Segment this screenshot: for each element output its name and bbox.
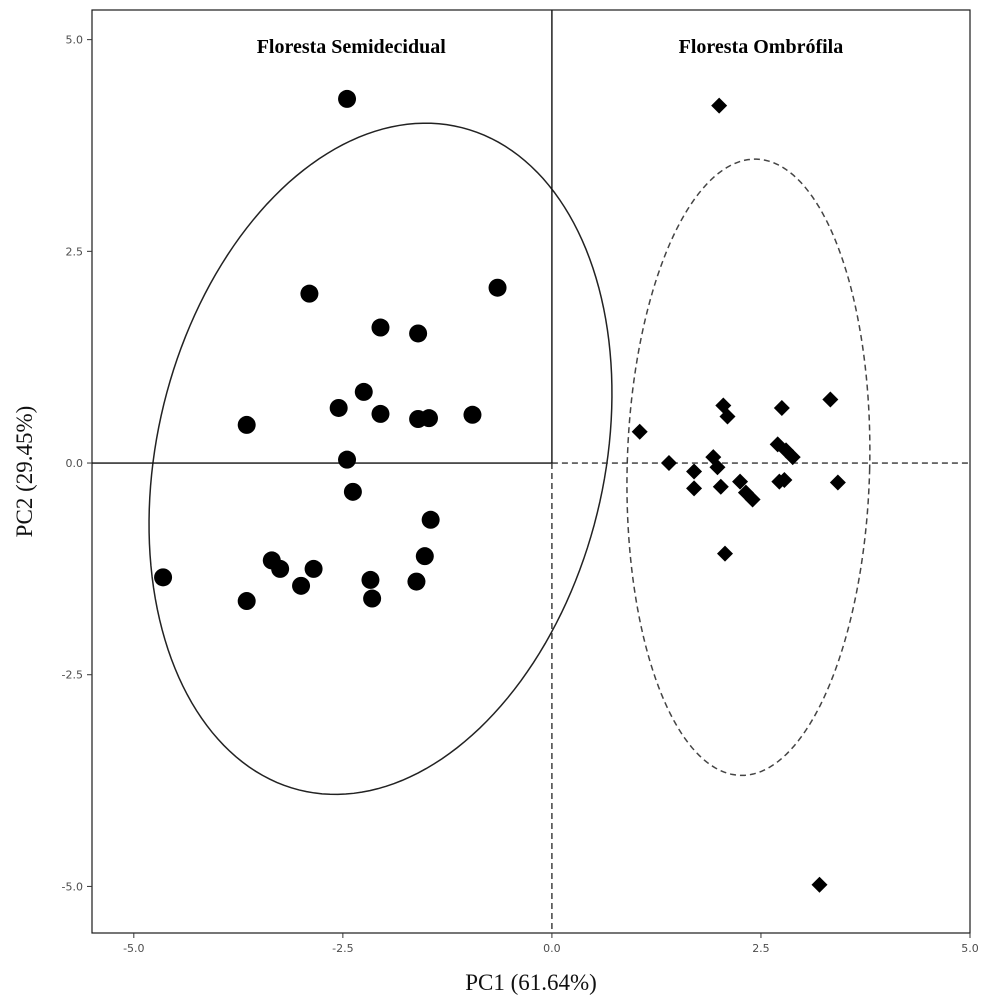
point-semidecidual-7 (329, 398, 348, 417)
point-ombrofila-17 (829, 474, 846, 491)
confidence-ellipses (148, 122, 871, 796)
point-ombrofila-4 (773, 399, 790, 416)
point-ombrofila-14 (732, 473, 749, 490)
point-semidecidual-3 (488, 278, 507, 297)
x-tick-label: 5.0 (961, 942, 979, 955)
point-ombrofila-5 (719, 408, 736, 425)
point-semidecidual-4 (371, 318, 390, 337)
point-ombrofila-18 (686, 480, 703, 497)
x-axis-title: PC1 (61.64%) (465, 970, 597, 995)
point-ombrofila-2 (822, 391, 839, 408)
point-semidecidual-10 (419, 409, 438, 428)
point-ombrofila-9 (784, 449, 801, 466)
point-semidecidual-5 (409, 324, 428, 343)
point-semidecidual-16 (415, 547, 434, 566)
y-axis-title: PC2 (29.45%) (12, 406, 37, 538)
point-semidecidual-22 (361, 570, 380, 589)
point-semidecidual-23 (407, 572, 426, 591)
point-semidecidual-24 (363, 589, 382, 608)
point-ombrofila-13 (686, 463, 703, 480)
point-ombrofila-12 (709, 459, 726, 476)
point-ombrofila-11 (660, 455, 677, 472)
y-tick-label: 2.5 (66, 245, 84, 258)
point-ombrofila-6 (631, 423, 648, 440)
reference-lines (92, 10, 970, 933)
point-semidecidual-25 (237, 592, 256, 611)
data-points (154, 89, 846, 893)
plot-panel-border (91, 9, 971, 934)
point-semidecidual-1 (338, 89, 357, 108)
point-ombrofila-1 (711, 97, 728, 114)
point-semidecidual-6 (354, 382, 373, 401)
y-tick-label: 0.0 (66, 457, 84, 470)
x-tick-label: -2.5 (332, 942, 353, 955)
point-ombrofila-19 (712, 478, 729, 495)
point-semidecidual-15 (421, 510, 440, 529)
y-tick-label: 5.0 (66, 34, 84, 47)
point-semidecidual-11 (463, 405, 482, 424)
ellipse-series-1 (148, 122, 613, 796)
point-semidecidual-14 (343, 482, 362, 501)
axis-ticks (87, 39, 971, 938)
y-tick-label: -5.0 (62, 880, 83, 893)
point-semidecidual-2 (300, 284, 319, 303)
point-ombrofila-23 (811, 876, 828, 893)
point-ombrofila-22 (716, 545, 733, 562)
group-label-ombrofila: Floresta Ombrófila (679, 36, 844, 58)
point-semidecidual-20 (154, 568, 173, 587)
point-ombrofila-16 (776, 471, 793, 488)
point-semidecidual-13 (338, 450, 357, 469)
axis-tick-labels: -5.0 -2.5 0.0 2.5 5.0 -5.0 -2.5 0.0 2.5 5.0 (62, 34, 979, 955)
point-semidecidual-8 (371, 404, 390, 423)
x-tick-label: -5.0 (123, 942, 144, 955)
group-label-semidecidual: Floresta Semidecidual (257, 36, 447, 58)
point-semidecidual-18 (271, 559, 290, 578)
point-semidecidual-19 (304, 559, 323, 578)
point-semidecidual-12 (237, 415, 256, 434)
point-ombrofila-21 (744, 491, 761, 508)
y-tick-label: -2.5 (62, 669, 83, 682)
x-tick-label: 2.5 (752, 942, 770, 955)
group-labels: Floresta Semidecidual Floresta Ombrófila (257, 36, 844, 58)
point-semidecidual-21 (292, 576, 311, 595)
x-tick-label: 0.0 (543, 942, 561, 955)
